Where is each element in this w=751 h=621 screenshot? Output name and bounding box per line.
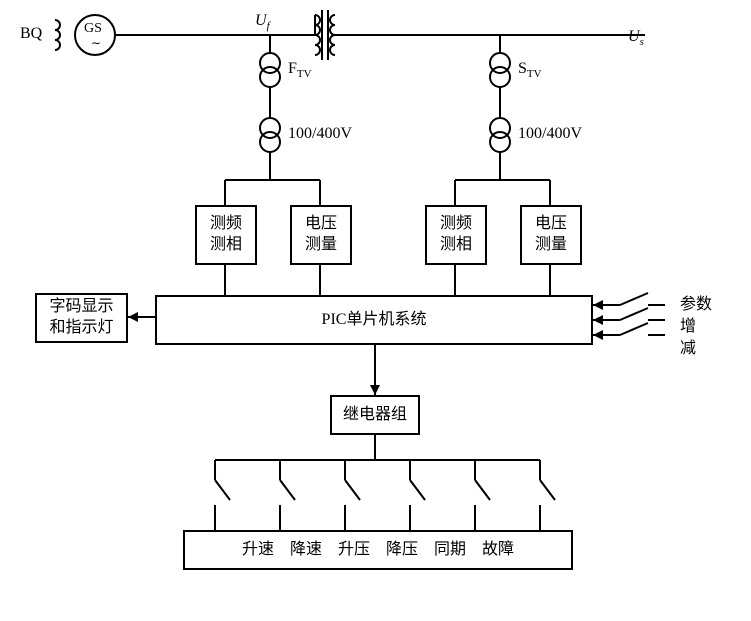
gs-label: GS bbox=[84, 21, 102, 37]
ftv-c2 bbox=[260, 67, 280, 87]
voltage-box-2: 电压 测量 bbox=[520, 205, 582, 265]
transformer bbox=[315, 10, 370, 60]
inc-label: 增 bbox=[680, 312, 696, 336]
voltage-box-1: 电压 测量 bbox=[290, 205, 352, 265]
us-label: Us bbox=[628, 28, 644, 48]
gs-tilde: ∼ bbox=[91, 36, 101, 51]
bq-label: BQ bbox=[20, 25, 42, 43]
uf-label: Uf bbox=[255, 12, 270, 32]
params-label: 参数 bbox=[680, 290, 712, 314]
vt1-c2 bbox=[260, 132, 280, 152]
pic-display-arrow bbox=[128, 312, 138, 322]
vt2-c2 bbox=[490, 132, 510, 152]
pic-box: PIC单片机系统 bbox=[155, 295, 593, 345]
freq-phase-box-2: 测频 测相 bbox=[425, 205, 487, 265]
pic-relay-arrow bbox=[370, 385, 380, 395]
freq-phase-box-1: 测频 测相 bbox=[195, 205, 257, 265]
display-box: 字码显示 和指示灯 bbox=[35, 293, 128, 343]
outputs-box: 升速 降速 升压 降压 同期 故障 bbox=[183, 530, 573, 570]
output-switches bbox=[215, 460, 555, 530]
v1-label: 100/400V bbox=[288, 125, 352, 143]
param-switches bbox=[593, 293, 665, 340]
relay-box: 继电器组 bbox=[330, 395, 420, 435]
bq-coil bbox=[55, 20, 60, 50]
v2-label: 100/400V bbox=[518, 125, 582, 143]
ftv-label: FTV bbox=[288, 60, 312, 80]
stv-c2 bbox=[490, 67, 510, 87]
dec-label: 减 bbox=[680, 334, 696, 358]
stv-label: STV bbox=[518, 60, 542, 80]
